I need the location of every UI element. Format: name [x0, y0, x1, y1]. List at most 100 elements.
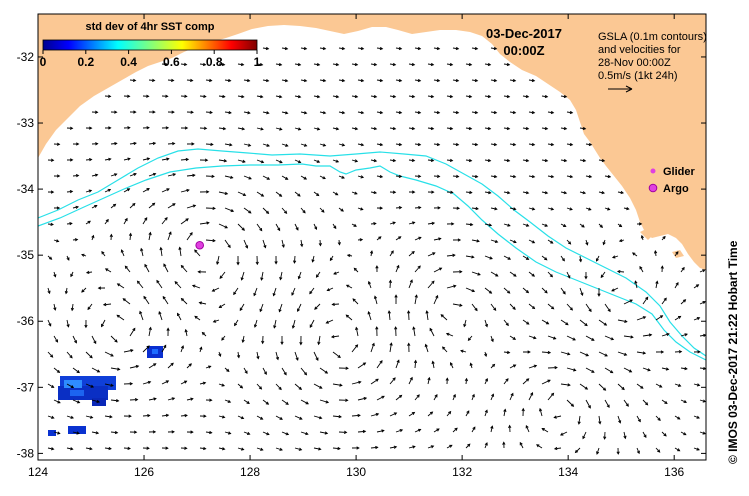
y-tick-label: -33	[17, 116, 35, 130]
velocity-arrow	[427, 222, 435, 225]
velocity-arrow-head	[324, 370, 329, 374]
velocity-arrow	[104, 447, 112, 450]
velocity-arrow	[256, 95, 263, 98]
velocity-arrow	[541, 287, 548, 294]
velocity-arrow	[292, 319, 296, 329]
velocity-arrow-head	[279, 416, 283, 420]
velocity-arrow-head	[392, 94, 397, 99]
velocity-arrow	[346, 284, 353, 289]
velocity-arrow-head	[398, 110, 403, 115]
velocity-arrow-head	[219, 275, 223, 279]
velocity-arrow-head	[630, 335, 634, 339]
velocity-arrow-head	[375, 265, 379, 269]
velocity-arrow	[600, 271, 606, 278]
velocity-arrow	[528, 335, 536, 339]
velocity-arrow-head	[305, 401, 309, 405]
velocity-arrow-head	[48, 256, 53, 260]
velocity-arrow-head	[335, 159, 340, 163]
velocity-arrow-head	[677, 416, 681, 420]
velocity-arrow	[585, 367, 595, 373]
velocity-arrow-head	[354, 191, 358, 195]
velocity-arrow-head	[544, 94, 549, 99]
velocity-arrow-head	[130, 348, 134, 353]
velocity-arrow	[148, 142, 156, 145]
velocity-arrow-head	[202, 381, 207, 385]
velocity-arrow-head	[618, 239, 623, 243]
velocity-arrow-head	[315, 274, 319, 278]
velocity-arrow	[275, 415, 283, 420]
velocity-arrow	[604, 303, 611, 312]
velocity-arrow-head	[353, 223, 357, 227]
velocity-arrow-head	[246, 78, 251, 83]
velocity-arrow	[186, 205, 196, 209]
velocity-arrow-head	[429, 411, 434, 415]
velocity-arrow	[313, 351, 319, 361]
velocity-arrow	[254, 319, 258, 328]
velocity-arrow	[123, 158, 131, 161]
velocity-arrow	[490, 335, 494, 342]
velocity-arrow-head	[506, 94, 511, 99]
velocity-arrow-head	[90, 384, 95, 388]
velocity-arrow-head	[146, 446, 150, 450]
velocity-arrow	[636, 316, 646, 321]
velocity-arrow-head	[297, 62, 302, 67]
velocity-arrow	[446, 333, 454, 337]
velocity-arrow	[585, 399, 591, 409]
velocity-arrow-head	[369, 250, 374, 254]
velocity-arrow-head	[53, 274, 57, 278]
velocity-arrow-head	[638, 222, 643, 226]
velocity-arrow	[212, 287, 220, 292]
velocity-arrow-head	[379, 206, 384, 210]
velocity-arrow	[91, 399, 100, 403]
glider-marker-icon	[650, 168, 656, 174]
velocity-arrow-head	[455, 46, 460, 51]
velocity-arrow-head	[696, 415, 700, 419]
velocity-arrow-head	[507, 290, 511, 294]
velocity-arrow-head	[588, 207, 592, 211]
velocity-arrow-head	[624, 319, 628, 323]
velocity-arrow-head	[544, 223, 549, 227]
velocity-arrow-head	[412, 326, 416, 330]
velocity-arrow	[273, 287, 277, 296]
velocity-arrow	[85, 415, 93, 419]
velocity-arrow-head	[603, 436, 607, 440]
velocity-arrow-head	[616, 451, 620, 455]
velocity-arrow-head	[341, 78, 346, 83]
velocity-arrow	[167, 142, 175, 145]
velocity-arrow-head	[553, 336, 557, 340]
velocity-arrow	[237, 415, 244, 419]
velocity-arrow-head	[166, 157, 170, 161]
velocity-arrow-head	[512, 78, 517, 83]
velocity-arrow	[224, 207, 234, 212]
velocity-arrow-head	[85, 270, 90, 275]
velocity-arrow	[85, 447, 92, 450]
velocity-arrow-head	[398, 206, 403, 210]
velocity-arrow-head	[297, 193, 301, 197]
velocity-arrow-head	[222, 94, 226, 99]
y-tick-label: -35	[17, 248, 35, 262]
velocity-arrow	[368, 281, 372, 289]
velocity-arrow-head	[221, 447, 226, 451]
velocity-arrow-head	[341, 111, 346, 115]
velocity-arrow-head	[162, 295, 166, 300]
velocity-arrow	[661, 333, 670, 337]
velocity-arrow-head	[459, 270, 463, 274]
velocity-arrow	[180, 189, 190, 193]
velocity-arrow	[585, 303, 592, 312]
velocity-arrow	[465, 410, 470, 417]
velocity-arrow-head	[379, 46, 384, 51]
velocity-arrow	[110, 142, 117, 145]
velocity-arrow-head	[398, 236, 402, 240]
glider-label: Glider	[663, 166, 696, 178]
velocity-arrow-head	[115, 399, 120, 403]
velocity-arrow-head	[183, 380, 188, 384]
velocity-arrow-head	[468, 94, 473, 99]
velocity-arrow-head	[424, 343, 428, 348]
gsla-info: GSLA (0.1m contours) and velocities for …	[598, 31, 707, 93]
velocity-arrow-head	[180, 297, 185, 302]
velocity-arrow-head	[110, 353, 114, 357]
velocity-arrow	[446, 285, 456, 289]
argo-marker-icon	[648, 183, 658, 193]
velocity-arrow-head	[585, 353, 590, 357]
velocity-arrow	[105, 268, 112, 273]
